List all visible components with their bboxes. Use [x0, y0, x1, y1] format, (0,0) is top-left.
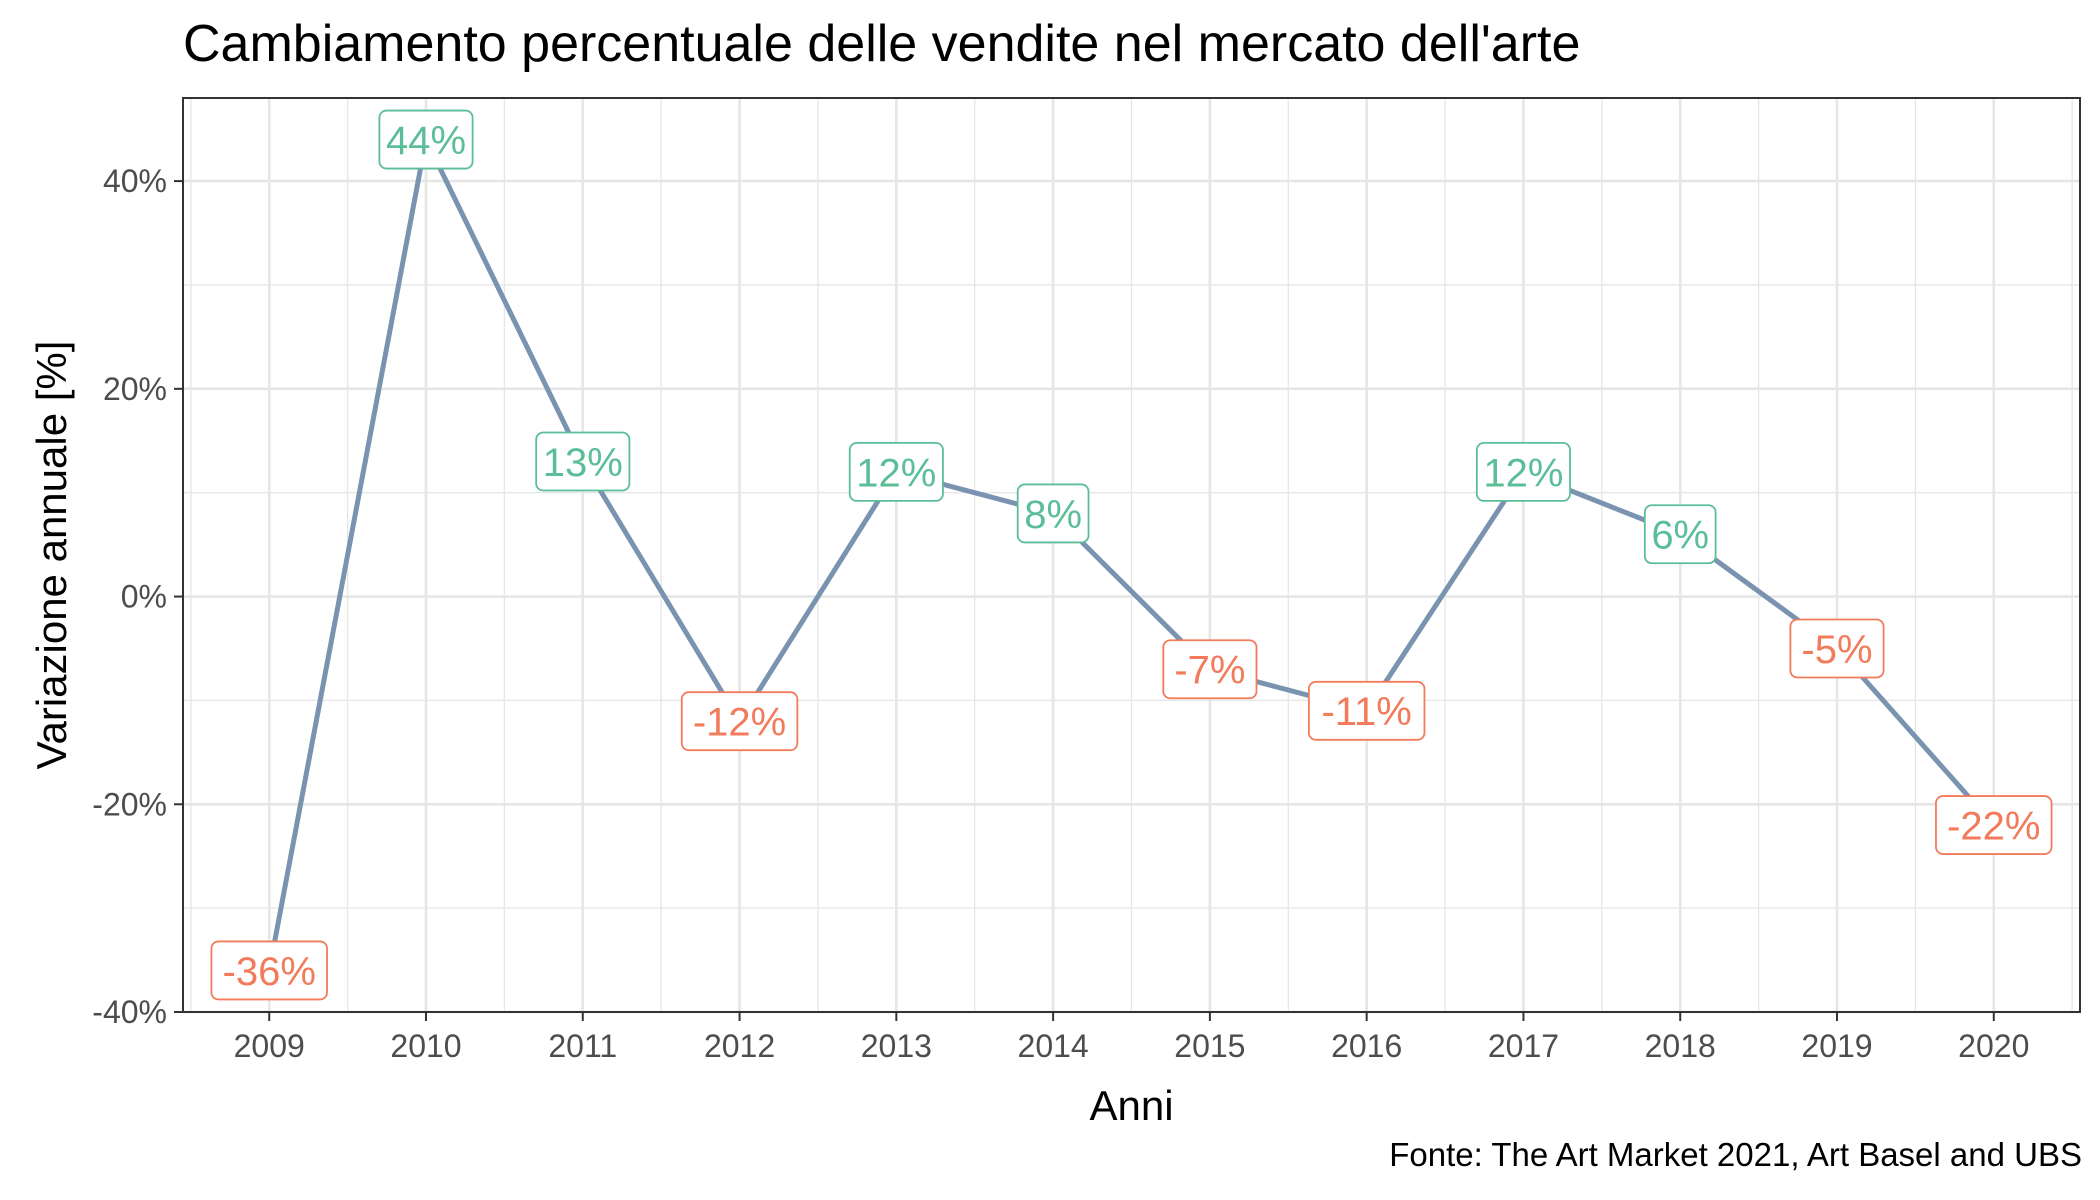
chart-caption: Fonte: The Art Market 2021, Art Basel an…	[1389, 1136, 2082, 1173]
data-label-box	[1162, 639, 1258, 700]
data-label-text: -11%	[1321, 690, 1411, 734]
x-tick-label: 2010	[390, 1028, 461, 1064]
axes-layer: -40% -20% 0% 20% 40% 2009 2010 2011 2012 2013 2014…	[92, 163, 2029, 1064]
data-label-box	[210, 940, 328, 1001]
data-label: 44%	[378, 109, 474, 170]
data-label-box	[1643, 504, 1717, 565]
y-tick-label: 20%	[103, 371, 167, 407]
x-tick-label: 2013	[861, 1028, 932, 1064]
x-tick-label: 2018	[1645, 1028, 1716, 1064]
x-tick-label: 2014	[1018, 1028, 1089, 1064]
data-label-box	[1789, 618, 1885, 679]
data-label-box	[1935, 795, 2053, 855]
data-label: -36%	[210, 940, 328, 1001]
data-label-text: 13%	[543, 441, 623, 485]
data-labels-layer: -36% 44% 13% -12% 12% 8% -7% -11% 12% 6% -5% -22%	[210, 109, 2053, 1001]
x-tick-label: 2020	[1958, 1028, 2029, 1064]
data-label: -12%	[680, 691, 799, 752]
x-tick-label: 2019	[1801, 1028, 1872, 1064]
data-label-box	[680, 691, 799, 752]
data-label: 8%	[1016, 483, 1090, 544]
data-label: -22%	[1935, 795, 2053, 855]
data-label-text: -22%	[1947, 804, 2040, 848]
minor-gridlines	[183, 98, 2080, 1012]
data-label-text: -36%	[223, 950, 316, 994]
data-label-box	[848, 442, 944, 502]
y-tick-label: -40%	[92, 994, 167, 1030]
data-label: -11%	[1307, 680, 1426, 741]
data-label-box	[378, 109, 474, 170]
x-tick-label: 2011	[548, 1028, 617, 1064]
data-label-text: 12%	[1483, 451, 1563, 495]
data-label-text: -12%	[693, 701, 786, 745]
data-label-box	[1475, 442, 1571, 502]
data-label-text: 8%	[1024, 493, 1082, 537]
x-axis-title: Anni	[1089, 1082, 1173, 1129]
data-label-text: -7%	[1174, 649, 1245, 693]
y-tick-label: 0%	[121, 579, 167, 615]
data-label: 12%	[848, 442, 944, 502]
x-tick-label: 2012	[704, 1028, 775, 1064]
chart-title: Cambiamento percentuale delle vendite ne…	[183, 15, 1581, 73]
y-tick-label: 40%	[103, 163, 167, 199]
data-label: 13%	[535, 431, 631, 492]
x-tick-label: 2016	[1331, 1028, 1402, 1064]
data-label-box	[1307, 680, 1426, 741]
data-label: -7%	[1162, 639, 1258, 700]
x-tick-label: 2015	[1174, 1028, 1245, 1064]
data-label-box	[1016, 483, 1090, 544]
data-label-text: 12%	[856, 451, 936, 495]
x-tick-label: 2017	[1488, 1028, 1559, 1064]
data-label: 12%	[1475, 442, 1571, 502]
data-label: -5%	[1789, 618, 1885, 679]
data-label: 6%	[1643, 504, 1717, 565]
panel-border	[182, 97, 2081, 1013]
y-axis-title: Variazione annuale [%]	[28, 341, 75, 770]
x-tick-label: 2009	[234, 1028, 305, 1064]
data-label-text: 6%	[1651, 514, 1709, 558]
data-label-text: -5%	[1801, 628, 1872, 672]
data-label-box	[535, 431, 631, 492]
data-label-text: 44%	[386, 119, 466, 163]
y-tick-label: -20%	[92, 786, 167, 822]
